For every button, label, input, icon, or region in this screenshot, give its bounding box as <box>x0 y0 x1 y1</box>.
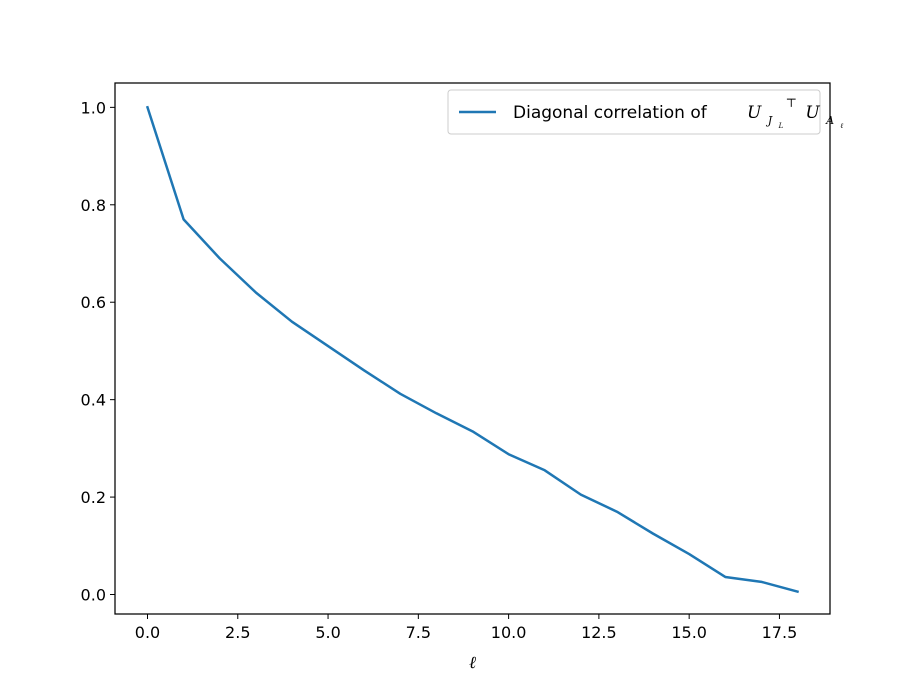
y-axis-ticks: 0.0 0.2 0.4 0.6 0.8 1.0 <box>81 98 115 605</box>
legend: Diagonal correlation of U J L ⊤ U A ℓ <box>447 89 843 135</box>
x-axis-label: ℓ <box>469 653 476 673</box>
y-tick-label: 0.4 <box>81 391 106 410</box>
y-tick-label: 0.6 <box>81 293 106 312</box>
legend-math-u2: U <box>805 103 820 123</box>
series-line-0 <box>145 105 800 594</box>
legend-math-subsub-l: L <box>778 122 784 130</box>
legend-box <box>447 89 821 135</box>
plot-content <box>145 105 800 594</box>
x-tick-label: 12.5 <box>581 623 617 642</box>
legend-label: Diagonal correlation of <box>513 103 708 123</box>
y-tick-label: 0.0 <box>81 586 106 605</box>
legend-math-sub-j: J <box>766 114 773 127</box>
legend-math-sub-a: A <box>825 114 834 127</box>
x-tick-label: 5.0 <box>315 623 340 642</box>
x-axis-ticks: 0.0 2.5 5.0 7.5 10.0 12.5 15.0 17.5 <box>135 614 797 642</box>
svg-text:U J L ⊤: U J L ⊤ U A ℓ <box>747 92 843 133</box>
legend-math-sup-top: ⊤ <box>786 96 797 110</box>
y-tick-label: 1.0 <box>81 98 106 117</box>
x-tick-label: 0.0 <box>135 623 160 642</box>
x-tick-label: 15.0 <box>671 623 707 642</box>
y-tick-label: 0.2 <box>81 488 106 507</box>
x-tick-label: 2.5 <box>225 623 250 642</box>
plot-frame <box>114 82 831 615</box>
y-tick-label: 0.8 <box>81 196 106 215</box>
legend-math-u1: U <box>747 103 762 123</box>
x-tick-label: 7.5 <box>406 623 431 642</box>
x-tick-label: 17.5 <box>762 623 798 642</box>
svg-text:Diagonal correlation of: Diagonal correlation of <box>513 103 708 123</box>
legend-math-subsub-ell: ℓ <box>839 122 843 130</box>
x-tick-label: 10.0 <box>491 623 527 642</box>
